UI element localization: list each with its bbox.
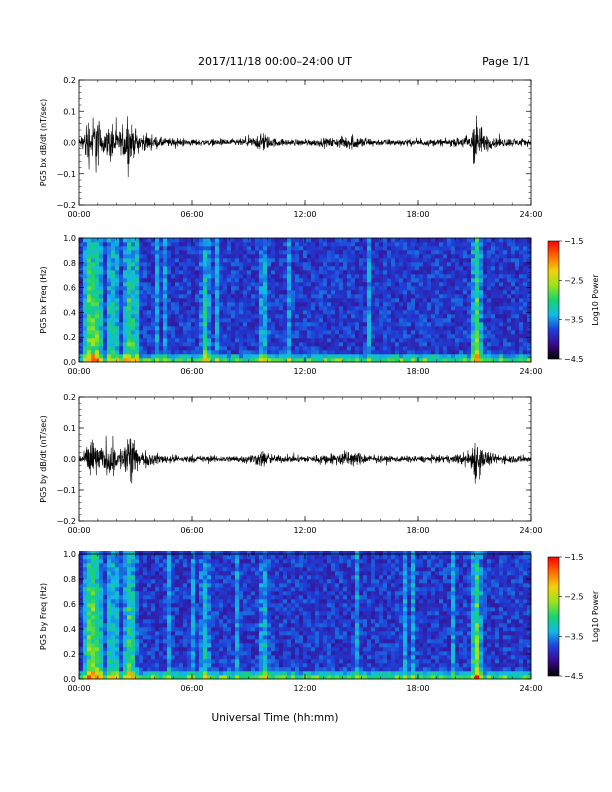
figure-title: 2017/11/18 00:00–24:00 UT [198, 55, 352, 68]
x-tick-label: 00:00 [67, 210, 90, 219]
colorbar [547, 240, 560, 360]
y-tick-label: 0.0 [63, 139, 76, 148]
y-axis-label: PG5 by Freq (Hz) [39, 583, 48, 650]
y-tick-label: −0.1 [57, 170, 76, 179]
y-tick-label: 0.2 [63, 333, 76, 342]
x-tick-label: 18:00 [406, 210, 429, 219]
x-tick-label: 24:00 [519, 367, 542, 376]
colorbar-tick-label: −1.5 [564, 237, 583, 246]
x-tick-label: 00:00 [67, 367, 90, 376]
by-spectrogram-panel: −1.5 −2.5 −3.5 −4.5 Log10 Power 1.0 0.8 0.6 0.4 0… [39, 550, 600, 693]
colorbar-tick-label: −2.5 [564, 276, 583, 285]
x-tick-label: 06:00 [180, 684, 203, 693]
x-tick-label: 06:00 [180, 210, 203, 219]
x-tick-label: 12:00 [293, 367, 316, 376]
y-axis-label: PG5 bx dB/dt (nT/sec) [39, 99, 48, 186]
y-tick-label: 0.6 [63, 600, 76, 609]
y-tick-label: 1.0 [63, 234, 76, 243]
colorbar-tick-label: −2.5 [564, 593, 583, 602]
x-tick-label: 18:00 [406, 526, 429, 535]
x-tick-label: 06:00 [180, 367, 203, 376]
colorbar-label: Log10 Power [591, 590, 600, 642]
x-tick-label: 12:00 [293, 684, 316, 693]
x-tick-label: 12:00 [293, 526, 316, 535]
y-tick-label: 0.4 [63, 308, 76, 317]
colorbar [547, 556, 560, 677]
x-tick-label: 12:00 [293, 210, 316, 219]
y-tick-label: 0.0 [63, 358, 76, 367]
x-tick-label: 18:00 [406, 367, 429, 376]
spectrogram-cells [79, 238, 532, 363]
x-tick-label: 18:00 [406, 684, 429, 693]
colorbar-tick-label: −4.5 [564, 355, 583, 364]
y-tick-label: 0.2 [63, 76, 76, 85]
waveform-trace [78, 115, 532, 178]
bx-waveform-panel: 0.2 0.1 0.0 −0.1 −0.200:00 06:00 12:00 18:00 24:… [39, 76, 543, 219]
waveform-trace [78, 435, 532, 484]
colorbar-tick-label: −1.5 [564, 553, 583, 562]
y-tick-label: −0.2 [57, 201, 76, 210]
y-tick-label: 0.0 [63, 455, 76, 464]
colorbar-tick-label: −4.5 [564, 672, 583, 681]
y-tick-label: 1.0 [63, 550, 76, 559]
y-axis-label: PG5 by dB/dt (nT/sec) [39, 415, 48, 502]
y-tick-label: 0.0 [63, 675, 76, 684]
y-tick-label: 0.1 [63, 107, 76, 116]
y-tick-label: 0.2 [63, 650, 76, 659]
x-tick-label: 24:00 [519, 526, 542, 535]
y-tick-label: 0.4 [63, 625, 76, 634]
x-axis-label: Universal Time (hh:mm) [212, 712, 339, 724]
y-tick-label: 0.8 [63, 575, 76, 584]
y-tick-label: 0.2 [63, 393, 76, 402]
colorbar-tick-label: −3.5 [564, 316, 583, 325]
bx-spectrogram-panel: −1.5 −2.5 −3.5 −4.5 Log10 Power 1.0 0.8 0.6 0.4 0… [39, 234, 600, 376]
x-tick-label: 06:00 [180, 526, 203, 535]
y-tick-label: −0.2 [57, 517, 76, 526]
y-tick-label: 0.1 [63, 424, 76, 433]
y-axis-label: PG5 bx Freq (Hz) [39, 266, 48, 333]
x-tick-label: 24:00 [519, 210, 542, 219]
y-tick-label: 0.8 [63, 259, 76, 268]
x-tick-label: 00:00 [67, 526, 90, 535]
x-tick-label: 00:00 [67, 684, 90, 693]
y-tick-label: 0.6 [63, 284, 76, 293]
y-tick-label: −0.1 [57, 486, 76, 495]
by-waveform-panel: 0.2 0.1 0.0 −0.1 −0.200:00 06:00 12:00 18:00 24:… [39, 393, 543, 535]
spectrogram-cells [79, 551, 532, 680]
colorbar-tick-label: −3.5 [564, 632, 583, 641]
x-tick-label: 24:00 [519, 684, 542, 693]
page-indicator: Page 1/1 [482, 55, 530, 68]
colorbar-label: Log10 Power [591, 274, 600, 326]
